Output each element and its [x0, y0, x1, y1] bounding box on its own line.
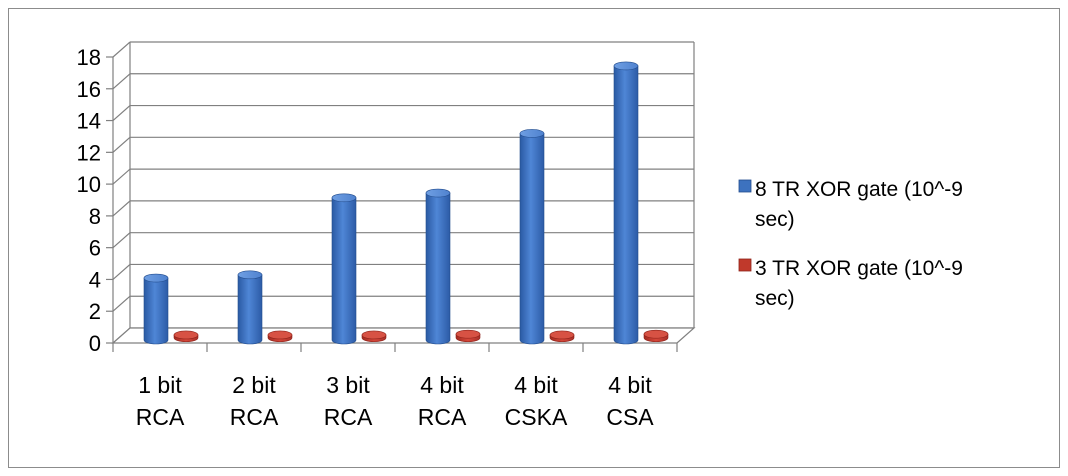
legend-label: sec) [755, 208, 795, 231]
gridlines [112, 41, 694, 344]
bar-series-2 [549, 330, 575, 343]
x-tick-label: RCA [418, 404, 467, 430]
gridline-depth [112, 295, 131, 312]
legend-label: 8 TR XOR gate (10^-9 [755, 178, 963, 201]
gridline-depth [112, 73, 131, 90]
bar-series-1 [613, 61, 639, 345]
bar-series-1 [143, 273, 169, 345]
legend-swatch [738, 179, 752, 193]
legend: 8 TR XOR gate (10^-9 sec) 3 TR XOR gate (1… [738, 178, 963, 310]
y-tick-label: 10 [77, 172, 101, 197]
gridline-depth [112, 136, 131, 153]
y-tick-label: 12 [77, 140, 101, 165]
x-tick-label: CSKA [505, 404, 568, 430]
x-tick-label: RCA [324, 404, 373, 430]
y-tick-labels: 0 2 4 6 8 10 12 14 16 18 [77, 45, 101, 356]
x-tick-label: 4 bit [608, 372, 652, 398]
bar-series-1 [331, 193, 357, 345]
bar-series-2 [361, 330, 387, 343]
bar-series-2 [643, 329, 669, 343]
axes [106, 42, 696, 352]
x-tick-label: RCA [136, 404, 185, 430]
y-tick-label: 2 [89, 299, 101, 324]
bar-series-2 [267, 330, 293, 343]
x-tick-label: 3 bit [326, 372, 370, 398]
bar-series-1 [237, 270, 263, 345]
gridline-depth [112, 232, 131, 249]
chart-floor [111, 327, 696, 344]
bar-series-2 [455, 329, 481, 343]
x-tick-labels: 1 bit RCA 2 bit RCA 3 bit RCA 4 bit RCA 4 bit CSK… [136, 372, 655, 430]
bar-series-2 [173, 330, 199, 343]
x-tick-label: 1 bit [138, 372, 182, 398]
legend-label: 3 TR XOR gate (10^-9 [755, 257, 963, 280]
gridline-depth [112, 168, 131, 185]
gridline-depth [112, 105, 131, 122]
gridline-depth [112, 200, 131, 217]
x-tick-label: 4 bit [420, 372, 464, 398]
y-tick-label: 18 [77, 45, 101, 70]
bar-series-1 [425, 188, 451, 345]
legend-label: sec) [755, 287, 795, 310]
x-tick-label: CSA [606, 404, 654, 430]
x-tick-label: 4 bit [514, 372, 558, 398]
y-tick-label: 16 [77, 77, 101, 102]
y-tick-label: 8 [89, 204, 101, 229]
y-tick-label: 4 [89, 267, 101, 292]
bar-series-1 [519, 129, 545, 345]
y-tick-label: 0 [89, 331, 101, 356]
x-tick-label: 2 bit [232, 372, 276, 398]
bars [143, 61, 669, 345]
gridline-depth [112, 263, 131, 280]
gridline-depth [112, 41, 131, 58]
legend-swatch [738, 258, 752, 272]
y-tick-label: 14 [77, 109, 101, 134]
y-tick-label: 6 [89, 236, 101, 261]
x-tick-label: RCA [230, 404, 279, 430]
